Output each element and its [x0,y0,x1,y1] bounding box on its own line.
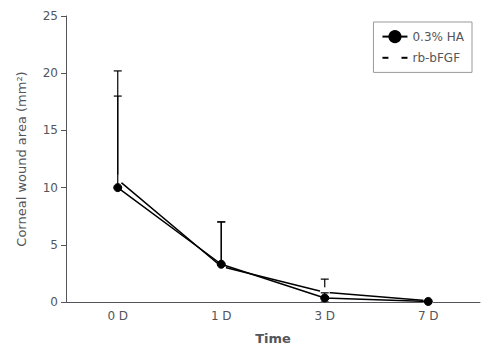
svg-text:Corneal wound area (mm²): Corneal wound area (mm²) [14,71,29,246]
svg-text:rb-bFGF: rb-bFGF [412,51,460,65]
svg-text:25: 25 [43,9,58,23]
svg-text:0: 0 [50,295,58,309]
svg-text:0 D: 0 D [107,309,128,323]
svg-text:10: 10 [43,181,58,195]
svg-text:0.3% HA: 0.3% HA [412,30,464,44]
svg-text:Time: Time [255,331,291,346]
svg-text:20: 20 [43,66,58,80]
svg-text:15: 15 [43,123,58,137]
svg-text:1 D: 1 D [211,309,232,323]
svg-text:7 D: 7 D [418,309,439,323]
svg-text:5: 5 [50,238,58,252]
svg-text:3 D: 3 D [314,309,335,323]
